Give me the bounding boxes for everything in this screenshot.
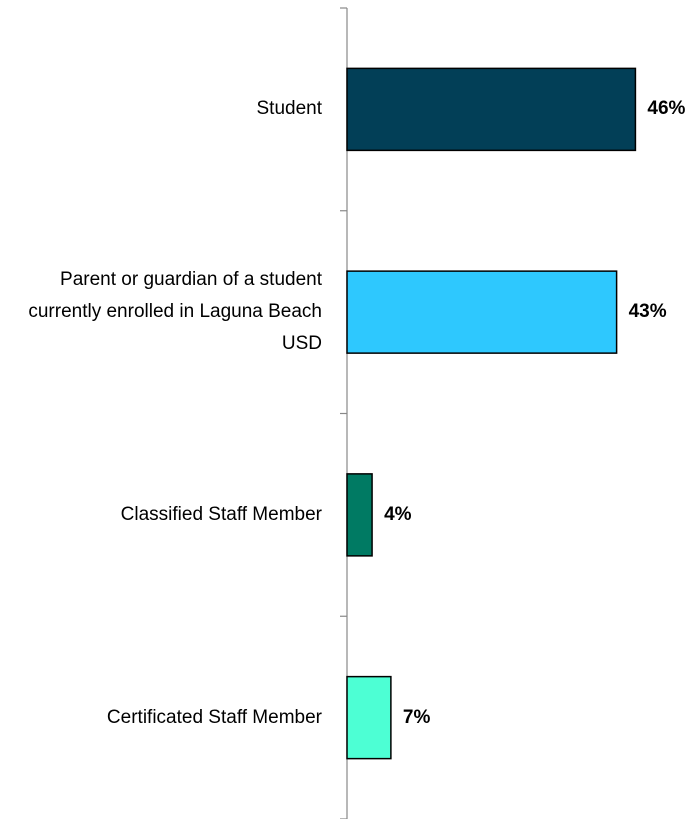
value-label: 46% xyxy=(647,98,686,120)
bar xyxy=(346,67,637,152)
value-label: 4% xyxy=(384,503,412,525)
bar xyxy=(346,675,392,760)
value-label: 43% xyxy=(628,301,667,323)
value-label: 7% xyxy=(402,706,431,728)
category-label: Classified Staff Member xyxy=(120,503,322,525)
category-label: Student xyxy=(256,98,323,120)
category-label: Certificated Staff Member xyxy=(106,706,322,728)
bar xyxy=(346,270,618,354)
bar xyxy=(346,473,373,557)
category-label: Parent or guardian of a student currentl… xyxy=(28,269,322,355)
